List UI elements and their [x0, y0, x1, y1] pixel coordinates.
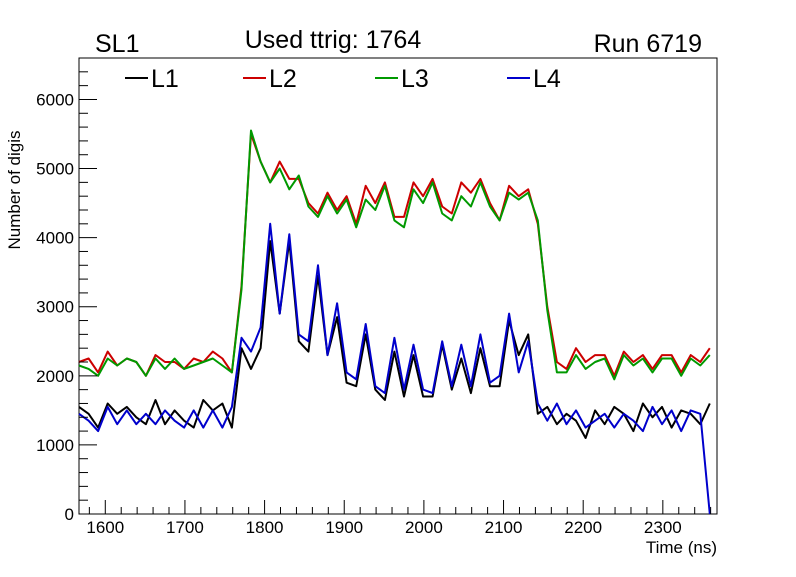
- series-line-l4: [78, 222, 711, 515]
- x-axis: 1600 1700 1800 1900 2000 2100 2200 2300: [86, 500, 712, 537]
- header-right-label: Run 6719: [594, 30, 702, 58]
- x-tick-label: 2200: [564, 518, 602, 537]
- legend-label-l1: L1: [151, 65, 179, 93]
- legend-label-l4: L4: [533, 65, 561, 93]
- x-tick-label: 2300: [644, 518, 682, 537]
- x-tick-label: 1600: [86, 518, 124, 537]
- y-tick-label: 5000: [36, 160, 74, 179]
- series-layer: [78, 129, 711, 515]
- y-axis-title: Number of digis: [5, 130, 24, 249]
- header-left-label: SL1: [95, 30, 139, 58]
- x-axis-title: Time (ns): [646, 538, 717, 557]
- y-tick-label: 0: [65, 505, 74, 524]
- header-center-label: Used ttrig: 1764: [245, 26, 422, 54]
- y-tick-label: 4000: [36, 229, 74, 248]
- y-tick-label: 1000: [36, 436, 74, 455]
- plot-frame: [78, 57, 718, 515]
- series-line-l3: [78, 129, 711, 381]
- y-tick-label: 2000: [36, 367, 74, 386]
- x-tick-label: 2100: [485, 518, 523, 537]
- x-tick-label: 2000: [405, 518, 443, 537]
- series-line-l1: [78, 240, 711, 439]
- x-tick-label: 1800: [246, 518, 284, 537]
- legend-label-l3: L3: [401, 65, 429, 93]
- x-tick-label: 1900: [325, 518, 363, 537]
- legend: L1 L2 L3 L4: [125, 65, 561, 93]
- legend-label-l2: L2: [269, 65, 297, 93]
- x-tick-label: 1700: [166, 518, 204, 537]
- y-tick-label: 3000: [36, 298, 74, 317]
- y-axis: 0 1000 2000 3000 4000 5000 6000: [36, 57, 97, 524]
- y-tick-label: 6000: [36, 90, 74, 109]
